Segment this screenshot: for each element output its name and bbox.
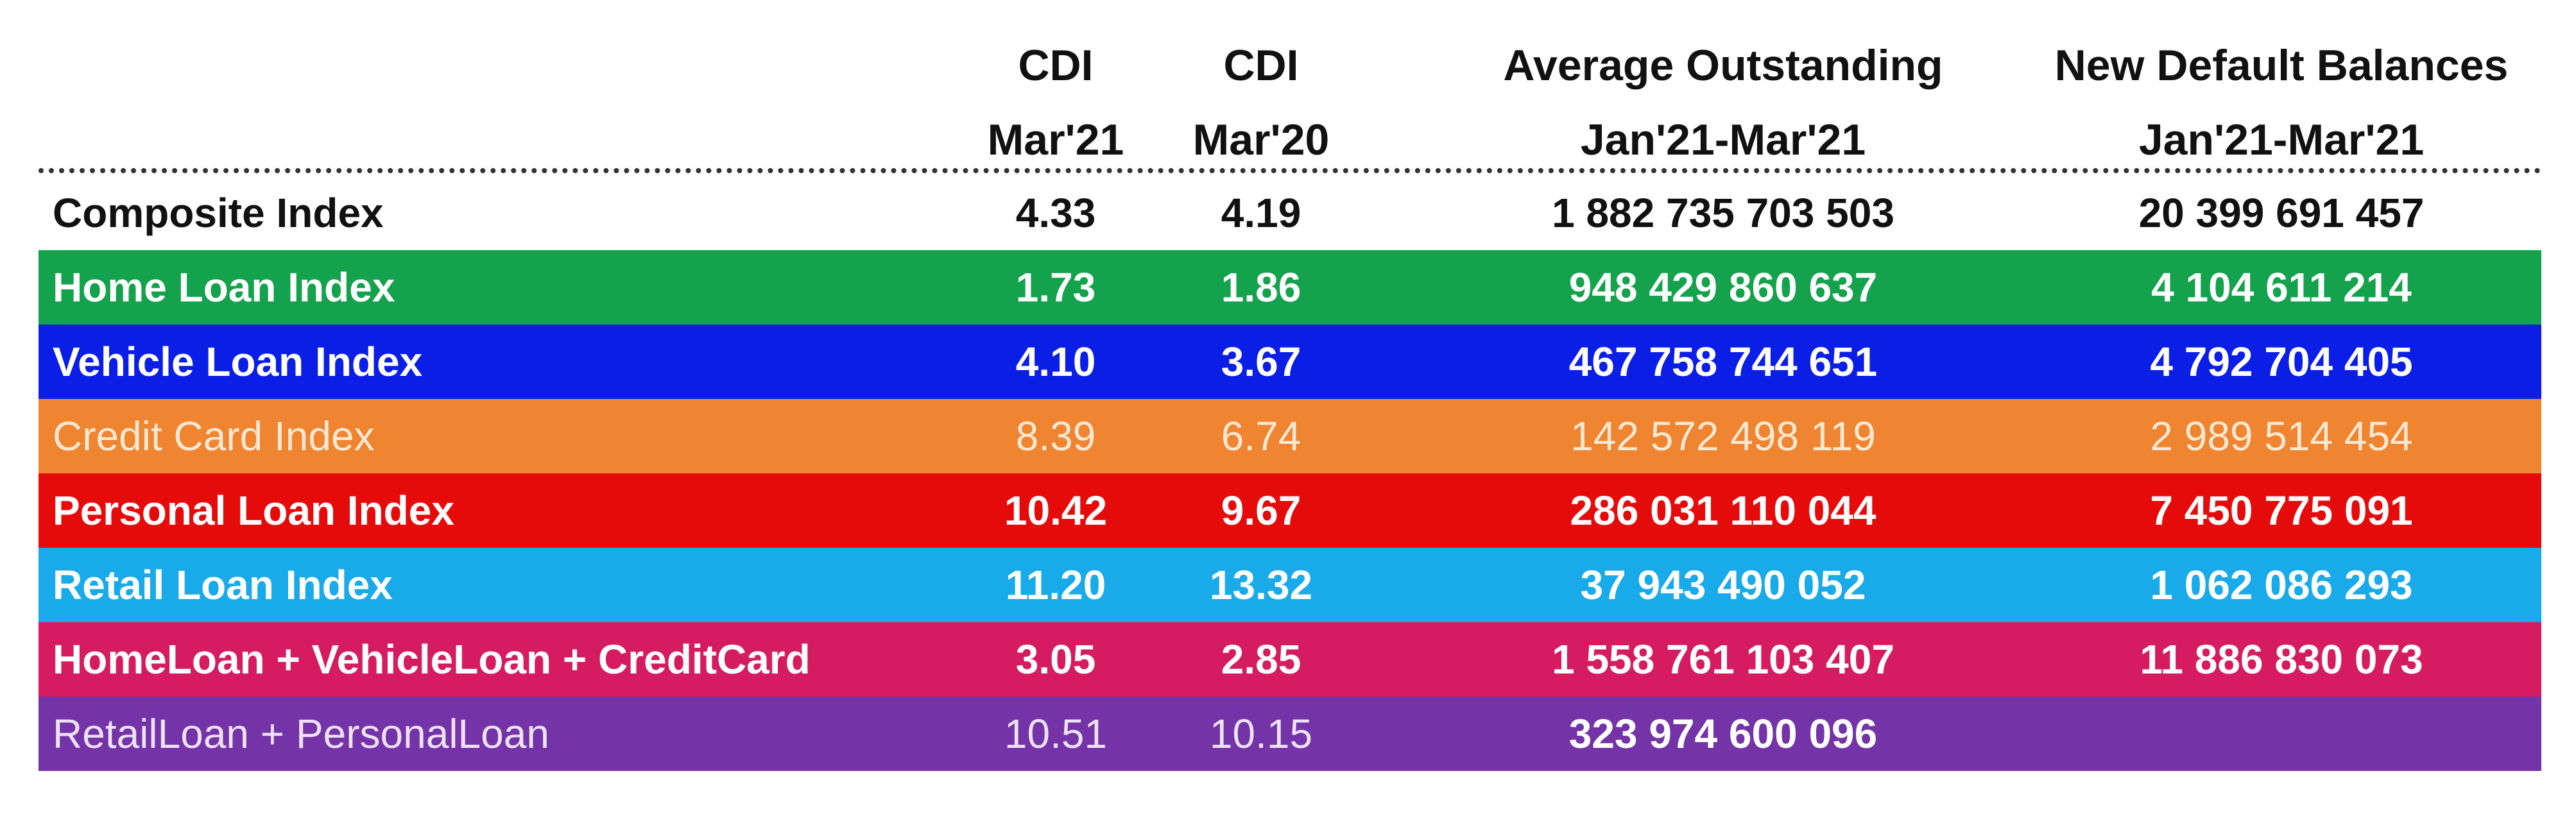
- row-label: HomeLoan + VehicleLoan + CreditCard: [53, 636, 811, 682]
- cell-cdi-mar21: 8.39: [1015, 413, 1096, 459]
- cell-cdi-mar20: 4.19: [1221, 190, 1301, 236]
- row-label: Retail Loan Index: [53, 562, 393, 608]
- cell-cdi-mar20: 2.85: [1221, 636, 1301, 682]
- table-row-home-loan-index: Home Loan Index 1.73 1.86 948 429 860 63…: [39, 250, 2541, 325]
- cell-cdi-mar20: 1.86: [1221, 264, 1301, 310]
- cell-average-outstanding: 323 974 600 096: [1568, 711, 1878, 757]
- row-label: Vehicle Loan Index: [53, 339, 423, 385]
- header-average-outstanding: Average Outstanding Jan'21-Mar'21: [1503, 41, 1943, 164]
- row-label: Credit Card Index: [53, 413, 375, 459]
- row-label: Composite Index: [53, 190, 384, 236]
- cell-new-default-balances: 4 792 704 405: [2150, 339, 2413, 385]
- cell-average-outstanding: 1 882 735 703 503: [1552, 190, 1894, 236]
- table-row-credit-card-index: Credit Card Index 8.39 6.74 142 572 498 …: [39, 399, 2541, 473]
- cell-new-default-balances: 7 450 775 091: [2150, 487, 2413, 534]
- cell-cdi-mar20: 10.15: [1209, 711, 1313, 757]
- cdi-table: CDI Mar'21 CDI Mar'20 Average Outstandin…: [39, 0, 2541, 771]
- cell-average-outstanding: 467 758 744 651: [1568, 339, 1878, 385]
- cell-average-outstanding: 286 031 110 044: [1570, 487, 1876, 534]
- cell-cdi-mar20: 3.67: [1221, 339, 1301, 385]
- cell-new-default-balances: 4 104 611 214: [2151, 264, 2412, 310]
- header-cdi-mar20: CDI Mar'20: [1192, 41, 1330, 164]
- row-label: RetailLoan + PersonalLoan: [53, 711, 549, 757]
- cell-cdi-mar21: 3.05: [1015, 636, 1096, 682]
- cell-new-default-balances: 20 399 691 457: [2138, 190, 2425, 236]
- table-row-composite-index: Composite Index 4.33 4.19 1 882 735 703 …: [39, 176, 2541, 250]
- row-label: Home Loan Index: [53, 264, 395, 310]
- table-row-personal-loan-index: Personal Loan Index 10.42 9.67 286 031 1…: [39, 473, 2541, 548]
- table-row-vehicle-loan-index: Vehicle Loan Index 4.10 3.67 467 758 744…: [39, 325, 2541, 399]
- header-cdi-mar21: CDI Mar'21: [987, 41, 1124, 164]
- cell-cdi-mar21: 1.73: [1015, 264, 1096, 310]
- cell-average-outstanding: 1 558 761 103 407: [1552, 636, 1894, 682]
- table-row-homeloan-vehicleloan-creditcard: HomeLoan + VehicleLoan + CreditCard 3.05…: [39, 622, 2541, 697]
- cell-new-default-balances: 11 886 830 073: [2140, 636, 2423, 682]
- cell-new-default-balances: 1 062 086 293: [2150, 562, 2413, 608]
- cell-average-outstanding: 37 943 490 052: [1580, 562, 1866, 608]
- cell-new-default-balances: 2 989 514 454: [2150, 413, 2413, 459]
- cell-cdi-mar21: 4.10: [1015, 339, 1096, 385]
- table-row-retailloan-personalloan: RetailLoan + PersonalLoan 10.51 10.15 32…: [39, 697, 2541, 771]
- row-label: Personal Loan Index: [53, 487, 454, 534]
- table-row-retail-loan-index: Retail Loan Index 11.20 13.32 37 943 490…: [39, 548, 2541, 622]
- cell-cdi-mar21: 10.51: [1004, 711, 1108, 757]
- cell-average-outstanding: 948 429 860 637: [1568, 264, 1878, 310]
- table-header: CDI Mar'21 CDI Mar'20 Average Outstandin…: [39, 0, 2541, 173]
- cell-cdi-mar20: 13.32: [1209, 562, 1313, 608]
- cell-cdi-mar20: 9.67: [1221, 487, 1301, 534]
- cell-cdi-mar21: 10.42: [1004, 487, 1108, 534]
- header-new-default-balances: New Default Balances Jan'21-Mar'21: [2054, 41, 2509, 164]
- cell-cdi-mar20: 6.74: [1221, 413, 1301, 459]
- cell-cdi-mar21: 11.20: [1005, 562, 1106, 608]
- cell-cdi-mar21: 4.33: [1015, 190, 1096, 236]
- cell-average-outstanding: 142 572 498 119: [1570, 413, 1876, 459]
